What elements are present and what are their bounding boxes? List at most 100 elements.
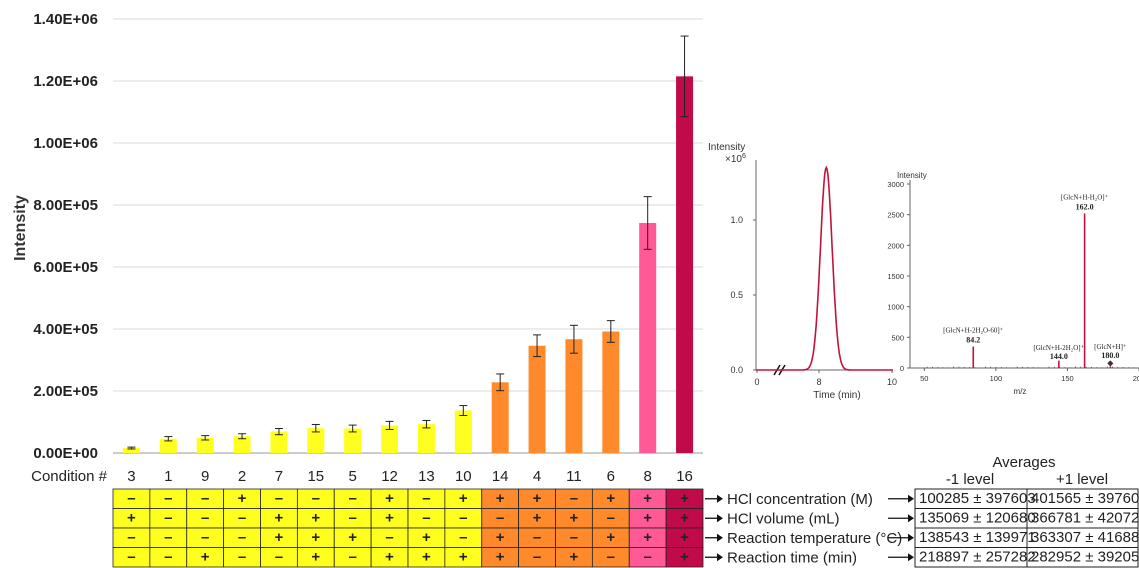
design-cell <box>665 547 704 568</box>
x-tick-label-10: 10 <box>455 468 472 485</box>
bar-condition-16 <box>676 76 694 453</box>
bar-condition-4 <box>528 345 546 453</box>
ms-peak-value: 84.2 <box>966 336 980 345</box>
design-sign: + <box>570 549 579 566</box>
y-tick-label: 2.00E+05 <box>33 383 98 400</box>
bar-condition-10 <box>454 410 472 453</box>
error-bar-condition-16 <box>680 35 689 118</box>
factor-label: Reaction temperature (°C) <box>727 530 902 547</box>
design-sign: + <box>680 510 689 527</box>
design-sign: – <box>349 549 357 566</box>
design-sign: + <box>238 490 247 507</box>
design-sign: + <box>422 529 431 546</box>
condition-header: Condition # <box>31 468 108 485</box>
design-sign: + <box>643 490 652 507</box>
main-y-tick-labels: 0.00E+00 2.00E+05 4.00E+05 6.00E+05 8.00E+05… <box>33 11 98 462</box>
chromatogram-inset: Intensity ×106 0.0 0.5 1.0 0 8 10 Time (min) <box>708 142 897 401</box>
design-sign: + <box>385 549 394 566</box>
x-tick-label-6: 6 <box>607 468 615 485</box>
factor-label: HCl concentration (M) <box>727 491 873 508</box>
design-sign: – <box>164 490 172 507</box>
x-tick-label-7: 7 <box>275 468 283 485</box>
bar-condition-15 <box>307 428 325 453</box>
factor-arrowhead <box>717 533 723 542</box>
y-tick-label: 4.00E+05 <box>33 321 98 338</box>
design-sign: + <box>311 529 320 546</box>
error-bar-condition-12 <box>385 420 394 430</box>
bar-condition-13 <box>417 424 435 453</box>
design-sign: + <box>275 510 284 527</box>
main-x-tick-labels: 3 1 9 2 7 15 5 12 13 10 14 4 11 6 8 16 <box>127 468 693 485</box>
error-bar-condition-3 <box>127 446 136 450</box>
ms-peak-label: [GlcN+H-2H₂O-60]⁺ <box>943 327 1004 335</box>
bar-condition-3 <box>122 448 140 453</box>
ms-peak-value: 144.0 <box>1050 352 1068 361</box>
bar-condition-14 <box>491 382 509 453</box>
design-sign: + <box>311 549 320 566</box>
factor-arrowhead <box>717 514 723 523</box>
design-sign: – <box>164 510 172 527</box>
avg-minus-value: 138543 ± 139971 <box>919 529 1036 546</box>
ms-peak-label: [GlcN+H]⁺ <box>1094 343 1127 351</box>
error-bar-condition-8 <box>643 196 652 250</box>
x-tick-label-9: 9 <box>201 468 209 485</box>
design-sign: + <box>496 529 505 546</box>
ms-peak-marker: ◆ <box>1107 358 1114 367</box>
main-bar-chart: 0.00E+00 2.00E+05 4.00E+05 6.00E+05 8.00E+05… <box>12 11 703 485</box>
ms-y-tick-label: 3000 <box>887 180 904 189</box>
design-sign: + <box>606 490 615 507</box>
averages-col-plus: +1 level <box>1056 471 1108 488</box>
x-tick-label-14: 14 <box>492 468 509 485</box>
ms-y-tick-label: 1000 <box>887 303 904 312</box>
design-sign: + <box>643 510 652 527</box>
avg-plus-value: 363307 ± 416880 <box>1031 529 1139 546</box>
design-sign: – <box>201 529 209 546</box>
table-arrowhead <box>908 494 914 503</box>
error-bar-condition-11 <box>569 324 578 354</box>
design-sign: – <box>644 549 652 566</box>
avg-cell-plus <box>1026 547 1139 568</box>
avg-plus-value: 401565 ± 397603 <box>1031 490 1139 507</box>
ms-peaks: [GlcN+H-2H₂O-60]⁺84.2 [GlcN+H-2H₂O]⁺144.0… <box>926 193 1135 368</box>
design-sign: + <box>533 510 542 527</box>
error-bar-condition-9 <box>201 435 210 441</box>
design-sign: – <box>127 529 135 546</box>
design-sign: + <box>459 490 468 507</box>
chrom-peak-trace <box>756 165 893 371</box>
chrom-y-unit: ×106 <box>725 153 746 165</box>
y-tick-label: 1.40E+06 <box>33 11 98 28</box>
ms-peak-label: [GlcN+H-2H₂O]⁺ <box>1033 344 1084 352</box>
ms-x-tick-label: 50 <box>920 374 928 383</box>
design-sign: + <box>385 510 394 527</box>
design-sign: + <box>348 529 357 546</box>
design-sign: + <box>680 529 689 546</box>
error-bar-condition-7 <box>274 428 283 436</box>
main-gridlines <box>113 18 703 454</box>
averages-col-minus: -1 level <box>946 471 994 488</box>
avg-minus-value: 100285 ± 397603 <box>919 490 1036 507</box>
chrom-y-tick-label: 1.0 <box>730 215 743 225</box>
design-sign: – <box>607 549 615 566</box>
error-bar-condition-13 <box>422 419 431 429</box>
design-sign: – <box>459 529 467 546</box>
design-sign: – <box>607 510 615 527</box>
design-sign: + <box>422 549 431 566</box>
ms-y-tick-label: 0 <box>900 364 904 373</box>
error-bar-condition-6 <box>606 320 615 343</box>
design-sign: – <box>349 510 357 527</box>
design-sign: – <box>201 510 209 527</box>
design-sign: + <box>311 510 320 527</box>
factor-label: Reaction time (min) <box>727 549 857 566</box>
bar-condition-7 <box>270 431 288 453</box>
error-bar-condition-4 <box>533 334 542 358</box>
table-arrowhead <box>908 533 914 542</box>
ms-y-tick-label: 1500 <box>887 272 904 281</box>
factor-arrowhead <box>717 494 723 503</box>
error-bar-condition-14 <box>496 373 505 392</box>
ms-axes: 0 500 1000 1500 2000 2500 3000 50 100 150 200 <box>887 180 1139 383</box>
design-sign: + <box>385 490 394 507</box>
chrom-x-tick-label: 0 <box>754 377 759 387</box>
design-sign: – <box>201 490 209 507</box>
x-tick-label-11: 11 <box>566 468 582 485</box>
